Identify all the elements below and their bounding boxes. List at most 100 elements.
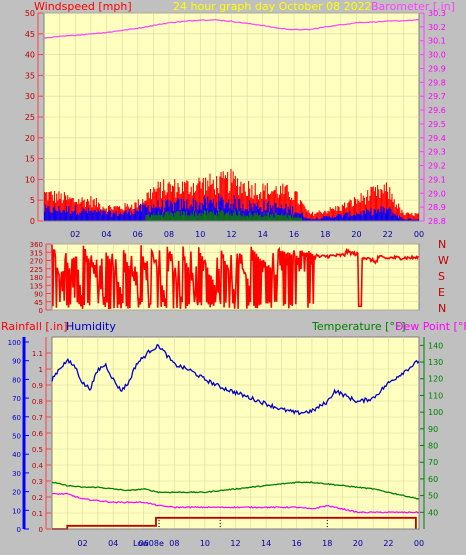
direction-tick-label: 45 — [34, 299, 43, 307]
humidity-line — [51, 343, 420, 416]
x-tick-label: 20 — [353, 539, 363, 548]
windspeed-tick-label: 45 — [25, 30, 35, 39]
barometer-axis-label: Barometer [.in] — [371, 0, 455, 13]
temperature-tick-label: 130 — [428, 358, 443, 367]
temperature-tick-label: 120 — [428, 375, 443, 384]
barometer-tick-label: 29.5 — [428, 120, 446, 129]
windspeed-axis: 0 5 10 15 20 25 30 35 40 45 50 — [25, 9, 43, 226]
temp-plot-grid — [52, 337, 419, 530]
temperature-tick-label: 70 — [428, 458, 438, 467]
windspeed-axis-label: Windspeed [mph] — [34, 0, 132, 13]
compass-letter: S — [438, 270, 445, 283]
humidity-tick-label: 0 — [17, 526, 21, 534]
x-tick-label: 02 — [70, 230, 80, 239]
x-tick-label: 18 — [320, 230, 330, 239]
rainfall-tick-label: 0.1 — [32, 510, 43, 518]
wind-direction-line — [51, 244, 419, 310]
humidity-tick-label: 30 — [12, 470, 21, 478]
humidity-tick-label: 10 — [12, 507, 21, 515]
x-tick-label: 06 — [133, 230, 143, 239]
temperature-tick-label: 80 — [428, 442, 438, 451]
barometer-axis: 28.8 28.9 29.0 29.1 29.2 29.3 29.4 29.5 29.6 29.7… — [420, 9, 446, 226]
temperature-tick-label: 140 — [428, 341, 443, 350]
windspeed-tick-label: 10 — [25, 175, 35, 184]
x-tick-label: 00 — [414, 230, 424, 239]
x-tick-label: 22 — [383, 230, 393, 239]
barometer-tick-label: 30.2 — [428, 23, 446, 32]
x-tick-label: 04 — [101, 230, 111, 239]
dew-point-line — [51, 492, 420, 514]
barometer-tick-label: 29.2 — [428, 162, 446, 171]
barometer-tick-label: 29.3 — [428, 148, 446, 157]
windspeed-tick-label: 40 — [25, 51, 35, 60]
humidity-tick-label: 50 — [12, 433, 21, 441]
humidity-tick-label: 20 — [12, 489, 21, 497]
x-tick-label: 02 — [77, 539, 87, 548]
x-tick-label: 22 — [383, 539, 393, 548]
barometer-tick-label: 29.4 — [428, 134, 446, 143]
barometer-tick-label: 30.1 — [428, 37, 446, 46]
windspeed-tick-label: 25 — [25, 113, 35, 122]
barometer-tick-label: 29.0 — [428, 189, 446, 198]
direction-series — [51, 244, 419, 310]
rainfall-tick-label: 0.4 — [32, 462, 44, 470]
rainfall-tick-label: 1 — [39, 366, 43, 374]
rainfall-axis: 0 0.1 0.2 0.3 0.4 0.5 0.6 0.7 0.8 0.9 1 1.1 — [32, 337, 51, 534]
x-tick-label: 14 — [261, 539, 271, 548]
low-marker-label: Low08e — [133, 539, 164, 548]
windspeed-tick-label: 15 — [25, 155, 35, 164]
dew-point-axis-label: Dew Point [°F] — [395, 320, 466, 333]
x-tick-label: 12 — [226, 230, 236, 239]
temperature-axis: 40 50 60 70 80 90 100 110 120 130 140 — [420, 337, 443, 529]
barometer-tick-label: 29.7 — [428, 92, 446, 101]
rainfall-tick-label: 0.3 — [32, 478, 43, 486]
x-tick-label: 16 — [289, 230, 299, 239]
x-tick-label: 14 — [258, 230, 268, 239]
barometer-tick-label: 30.0 — [428, 51, 446, 60]
humidity-tick-label: 40 — [12, 451, 21, 459]
compass-letter: E — [438, 286, 445, 299]
direction-tick-label: 135 — [30, 282, 43, 290]
compass-letter: W — [438, 254, 449, 267]
humidity-tick-label: 70 — [12, 395, 21, 403]
rainfall-tick-label: 0 — [39, 526, 43, 534]
temp-x-axis: 02 04 06 08 10 12 14 16 18 20 22 00 Low08e — [52, 528, 424, 548]
temperature-tick-label: 40 — [428, 508, 438, 517]
wind-series — [43, 18, 419, 221]
x-tick-label: 00 — [414, 539, 424, 548]
direction-tick-label: 180 — [30, 274, 43, 282]
rainfall-tick-label: 1.1 — [32, 350, 43, 358]
rainfall-axis-label: Rainfall [.in] — [1, 320, 68, 333]
direction-tick-label: 315 — [30, 249, 43, 257]
temperature-tick-label: 90 — [428, 425, 438, 434]
humidity-tick-label: 60 — [12, 414, 21, 422]
compass-letter: N — [438, 302, 446, 315]
humidity-axis-label: Humidity — [66, 320, 116, 333]
x-tick-label: 16 — [292, 539, 302, 548]
x-tick-label: 08 — [169, 539, 179, 548]
humidity-axis: 0 10 20 30 40 50 60 70 80 90 100 — [8, 337, 29, 534]
temperature-axis-label: Temperature [°F] — [311, 320, 406, 333]
humidity-tick-label: 100 — [8, 339, 21, 347]
x-tick-label: 08 — [164, 230, 174, 239]
rainfall-tick-label: 0.6 — [32, 430, 44, 438]
direction-tick-label: 0 — [39, 307, 43, 315]
temperature-tick-label: 50 — [428, 492, 438, 501]
rainfall-tick-label: 0.7 — [32, 414, 43, 422]
x-tick-label: 18 — [322, 539, 332, 548]
x-tick-label: 10 — [195, 230, 205, 239]
wind-x-axis: 02 04 06 08 10 12 14 16 18 20 22 00 — [44, 220, 424, 239]
direction-tick-label: 270 — [30, 258, 43, 266]
windspeed-tick-label: 35 — [25, 71, 35, 80]
direction-tick-label: 225 — [30, 266, 43, 274]
temperature-tick-label: 100 — [428, 408, 443, 417]
direction-tick-label: 90 — [34, 291, 43, 299]
barometer-tick-label: 29.9 — [428, 64, 446, 73]
barometer-line — [43, 18, 419, 39]
x-tick-label: 06 — [139, 539, 149, 548]
rainfall-tick-label: 0.9 — [32, 382, 43, 390]
barometer-tick-label: 29.1 — [428, 175, 446, 184]
